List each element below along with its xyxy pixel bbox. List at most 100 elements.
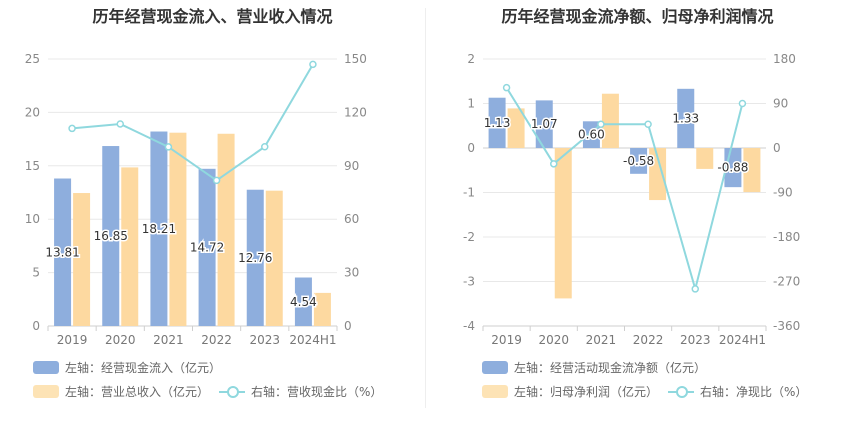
data-label: -0.58: [623, 154, 654, 168]
line-point: [691, 285, 699, 293]
bar-primary: [630, 148, 648, 174]
bar-secondary: [507, 108, 525, 148]
legend-swatch-line: [219, 385, 245, 398]
bar-secondary: [169, 132, 187, 326]
right-axis-tick-label: 90: [773, 97, 788, 111]
right-legend-item-3[interactable]: 右轴：净现比（%）: [668, 383, 807, 400]
line-point: [212, 176, 221, 185]
data-label: 14.72: [190, 240, 224, 254]
line-point: [261, 143, 269, 151]
left-axis-tick-label: -2: [463, 230, 475, 244]
right-axis-tick-label: 90: [344, 159, 359, 173]
line-point: [550, 160, 558, 168]
x-axis-tick-label: 2019: [57, 333, 88, 347]
line-point: [309, 60, 317, 69]
right-axis-tick-label: -270: [773, 275, 800, 289]
x-axis-tick-label: 2023: [249, 333, 280, 347]
bar-primary: [535, 100, 553, 148]
data-label: 16.85: [94, 229, 128, 243]
bar-secondary: [73, 193, 91, 326]
right-axis-tick-label: 30: [344, 266, 359, 280]
right-axis-tick-label: 0: [344, 319, 352, 333]
line-point: [502, 83, 511, 92]
right-legend-item-1[interactable]: 左轴：经营活动现金流净额（亿元）: [482, 359, 706, 376]
left-axis-tick-label: 1: [467, 97, 475, 111]
left-axis-tick-label: 15: [25, 159, 40, 173]
right-axis-tick-label: 150: [344, 52, 367, 66]
x-axis-tick-label: 2023: [680, 333, 711, 347]
bar-secondary: [554, 148, 572, 299]
line-point: [738, 99, 747, 108]
line-series: [505, 87, 744, 293]
left-axis-tick-label: -4: [463, 319, 475, 333]
right-axis-tick-label: 0: [773, 141, 781, 155]
x-axis-tick-label: 2020: [105, 333, 136, 347]
right-chart-panel: 历年经营现金流净额、归母净利润情况 -4 -3 -2 -1 0 1 2 -360 -270 -18…: [425, 0, 850, 437]
x-axis-tick-label: 2022: [633, 333, 664, 347]
right-axis-tick-label: 120: [344, 105, 367, 119]
bar-secondary: [696, 148, 714, 169]
data-label: 18.21: [142, 222, 176, 236]
left-legend-label-2: 左轴：营业总收入（亿元）: [65, 385, 210, 399]
left-chart-title: 历年经营现金流入、营业收入情况: [92, 7, 333, 26]
left-legend-item-1[interactable]: 左轴：经营现金流入（亿元）: [33, 359, 221, 376]
bar-primary: [102, 146, 120, 326]
left-chart-svg: 0 5 10 15 20 25 0 30 60 90 120 150 2019 2020 2021 2022 2…: [25, 52, 367, 347]
right-axis-tick-label: -180: [773, 230, 800, 244]
line-point: [597, 120, 605, 129]
x-axis-tick-label: 2021: [153, 333, 184, 347]
left-legend-item-3[interactable]: 右轴：营收现金比（%）: [219, 383, 382, 400]
left-axis-tick-label: 0: [32, 319, 40, 333]
left-axis-tick-label: 2: [467, 52, 475, 66]
bar-primary: [677, 88, 695, 148]
data-label: 12.76: [238, 251, 272, 265]
line-point: [116, 120, 124, 128]
data-label: 1.07: [531, 117, 558, 131]
bar-primary: [294, 277, 312, 326]
left-legend-label-1: 左轴：经营现金流入（亿元）: [65, 361, 222, 375]
right-chart-svg: -4 -3 -2 -1 0 1 2 -360 -270 -180 -90 0 90 180 2019 2020…: [463, 52, 800, 347]
bar-secondary: [313, 292, 331, 326]
bar-primary: [198, 168, 216, 326]
left-legend-item-2[interactable]: 左轴：营业总收入（亿元）: [33, 383, 209, 400]
x-axis-tick-label: 2024H1: [719, 333, 766, 347]
line-point: [164, 143, 173, 151]
x-axis-tick-label: 2022: [201, 333, 232, 347]
data-label: 4.54: [290, 295, 317, 309]
bar-secondary: [743, 148, 761, 193]
left-axis-tick-label: 5: [32, 266, 40, 280]
data-label: 1.13: [484, 116, 511, 130]
right-legend-label-3: 右轴：净现比（%）: [700, 385, 808, 399]
bar-primary: [150, 131, 168, 326]
right-axis-tick-label: 180: [773, 52, 796, 66]
right-legend-item-2[interactable]: 左轴：归母净利润（亿元）: [482, 383, 658, 400]
bar-primary: [488, 97, 506, 148]
line-point: [68, 124, 76, 133]
bar-secondary: [649, 148, 667, 201]
left-axis-tick-label: 25: [25, 52, 40, 66]
data-label: 13.81: [45, 245, 79, 259]
legend-swatch-line: [668, 385, 694, 398]
data-label: -0.88: [717, 161, 748, 175]
bar-secondary: [121, 167, 139, 326]
data-label: 1.33: [672, 111, 699, 125]
left-axis-tick-label: -3: [463, 275, 475, 289]
x-axis-tick-label: 2024H1: [289, 333, 336, 347]
x-axis-tick-label: 2020: [538, 333, 569, 347]
left-axis-tick-label: 0: [467, 141, 475, 155]
legend-swatch-yellow: [33, 385, 59, 398]
bar-secondary: [601, 93, 619, 148]
line-point: [644, 120, 652, 129]
right-axis-tick-label: 60: [344, 212, 359, 226]
left-legend-label-3: 右轴：营收现金比（%）: [251, 385, 383, 399]
left-chart-panel: 历年经营现金流入、营业收入情况 0 5 10 15 20 25 0 30 60 90 120 150 2…: [25, 7, 383, 400]
line-series: [71, 63, 314, 182]
right-chart-title: 历年经营现金流净额、归母净利润情况: [501, 7, 774, 26]
right-axis-tick-label: -360: [773, 319, 800, 333]
right-axis-tick-label: -90: [773, 186, 793, 200]
data-label: 0.60: [578, 128, 605, 142]
bar-secondary: [265, 190, 283, 326]
x-axis-tick-label: 2019: [491, 333, 522, 347]
x-axis-tick-label: 2021: [586, 333, 617, 347]
legend-swatch-yellow: [482, 385, 508, 398]
